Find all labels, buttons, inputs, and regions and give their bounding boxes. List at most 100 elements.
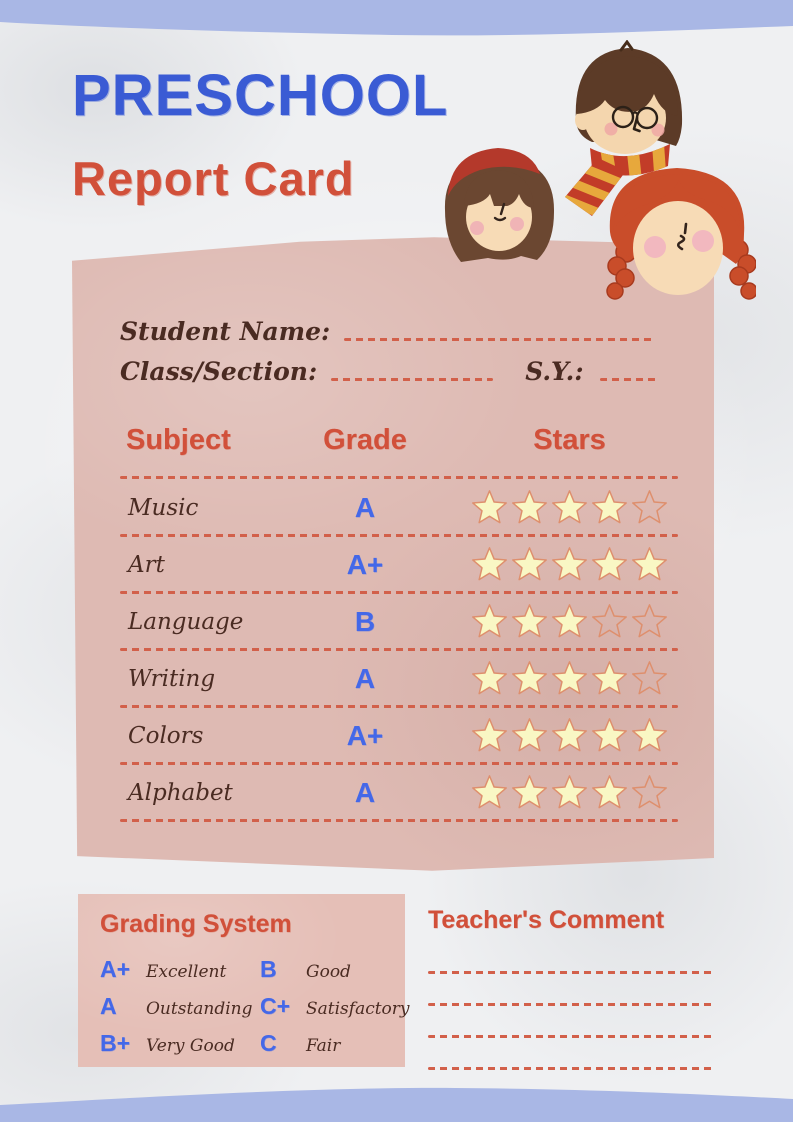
star-icon xyxy=(592,490,627,524)
class-section-label: Class/Section: xyxy=(120,357,318,386)
star-icon xyxy=(512,490,547,524)
subject-cell: Colors xyxy=(128,722,204,749)
student-name-line[interactable] xyxy=(344,338,656,341)
student-name-row: Student Name: xyxy=(120,306,656,346)
star-icon xyxy=(552,661,587,695)
star-icon xyxy=(472,547,507,581)
stars-cell xyxy=(425,546,678,583)
page-title: PRESCHOOL xyxy=(72,63,449,128)
top-wave-band xyxy=(0,0,793,36)
class-section-row: Class/Section: S.Y.: xyxy=(120,346,656,386)
subject-cell: Language xyxy=(128,608,244,635)
star-icon xyxy=(632,775,667,809)
grade-cell: A xyxy=(354,491,376,523)
header-separator xyxy=(120,476,678,479)
grading-grade: A xyxy=(100,993,117,1019)
star-icon xyxy=(632,490,667,524)
star-icon xyxy=(512,604,547,638)
page-subtitle: Report Card xyxy=(72,152,355,205)
grade-cell: A+ xyxy=(346,548,384,580)
star-icon xyxy=(512,775,547,809)
grading-row: A Outstanding C+ Satisfactory xyxy=(100,988,410,1025)
star-icon xyxy=(592,604,627,638)
star-icon xyxy=(592,775,627,809)
subjects-table-header: Subject Grade Stars xyxy=(120,404,678,476)
subject-cell: Art xyxy=(128,551,165,578)
school-year-line[interactable] xyxy=(599,378,656,381)
teacher-comment-title: Teacher's Comment xyxy=(428,906,665,934)
star-icon xyxy=(592,661,627,695)
teacher-comment-section: Teacher's Comment xyxy=(428,906,715,1070)
grading-system-rows: A+ Excellent B Good A Outstanding C+ Sati… xyxy=(100,951,410,1062)
star-icon xyxy=(472,661,507,695)
star-icon xyxy=(472,604,507,638)
student-name-label: Student Name: xyxy=(120,317,331,346)
star-icon xyxy=(472,718,507,752)
bottom-wave-band xyxy=(0,1087,793,1122)
star-icon xyxy=(592,718,627,752)
header-stars: Stars xyxy=(533,423,606,456)
grading-label: Fair xyxy=(306,1036,341,1056)
grading-row: B+ Very Good C Fair xyxy=(100,1025,387,1062)
report-card-sheet: Student Name: Class/Section: S.Y.: Subje… xyxy=(72,237,714,871)
subjects-table-body: Music A Art A+ Language B xyxy=(120,479,678,822)
grading-label: Satisfactory xyxy=(306,999,410,1019)
table-row: Writing A xyxy=(120,650,678,708)
subject-cell: Writing xyxy=(128,665,216,692)
star-icon xyxy=(512,718,547,752)
grading-grade: C+ xyxy=(260,993,291,1019)
girl-with-red-beret-illustration xyxy=(444,148,555,262)
stars-cell xyxy=(425,660,678,697)
star-icon xyxy=(632,661,667,695)
grading-row: A+ Excellent B Good xyxy=(100,951,387,988)
stars-cell xyxy=(425,603,678,640)
stars-cell xyxy=(425,717,678,754)
star-icon xyxy=(592,547,627,581)
boy-with-glasses-and-scarf-illustration xyxy=(565,40,683,216)
teacher-comment-line[interactable] xyxy=(428,1035,715,1038)
table-row: Music A xyxy=(120,479,678,537)
table-row: Art A+ xyxy=(120,536,678,594)
star-icon xyxy=(632,604,667,638)
star-icon xyxy=(512,547,547,581)
school-year-label: S.Y.: xyxy=(525,357,584,386)
grade-cell: A+ xyxy=(346,719,384,751)
teacher-comment-line[interactable] xyxy=(428,971,715,974)
grading-system-title: Grading System xyxy=(100,910,292,938)
title-block: PRESCHOOL Report Card xyxy=(72,62,448,206)
subject-cell: Alphabet xyxy=(128,779,233,806)
grading-grade: C xyxy=(260,1030,277,1056)
teacher-comment-line[interactable] xyxy=(428,1067,715,1070)
grading-label: Outstanding xyxy=(146,999,253,1019)
star-icon xyxy=(552,775,587,809)
grade-cell: A xyxy=(354,662,376,694)
star-icon xyxy=(552,718,587,752)
subject-cell: Music xyxy=(128,494,199,521)
stars-cell xyxy=(425,489,678,526)
girl-with-braids-illustration xyxy=(606,168,756,300)
grade-cell: B xyxy=(354,605,376,637)
teacher-comment-line[interactable] xyxy=(428,1003,715,1006)
grading-label: Very Good xyxy=(146,1036,235,1056)
grading-label: Excellent xyxy=(146,962,227,982)
star-icon xyxy=(552,604,587,638)
subjects-table: Subject Grade Stars Music A Art A+ Langu… xyxy=(120,404,678,822)
class-section-line[interactable] xyxy=(331,378,494,381)
grading-grade: B+ xyxy=(100,1030,131,1056)
table-row: Colors A+ xyxy=(120,707,678,765)
table-row: Language B xyxy=(120,593,678,651)
grading-label: Good xyxy=(306,962,351,982)
star-icon xyxy=(472,490,507,524)
star-icon xyxy=(512,661,547,695)
stars-cell xyxy=(425,774,678,811)
table-row: Alphabet A xyxy=(120,764,678,822)
header-grade: Grade xyxy=(323,423,407,456)
star-icon xyxy=(632,718,667,752)
grading-system-panel: Grading System A+ Excellent B Good A Outs… xyxy=(78,894,410,1067)
star-icon xyxy=(552,547,587,581)
grade-cell: A xyxy=(354,776,376,808)
header-subject: Subject xyxy=(126,423,231,456)
star-icon xyxy=(552,490,587,524)
star-icon xyxy=(632,547,667,581)
